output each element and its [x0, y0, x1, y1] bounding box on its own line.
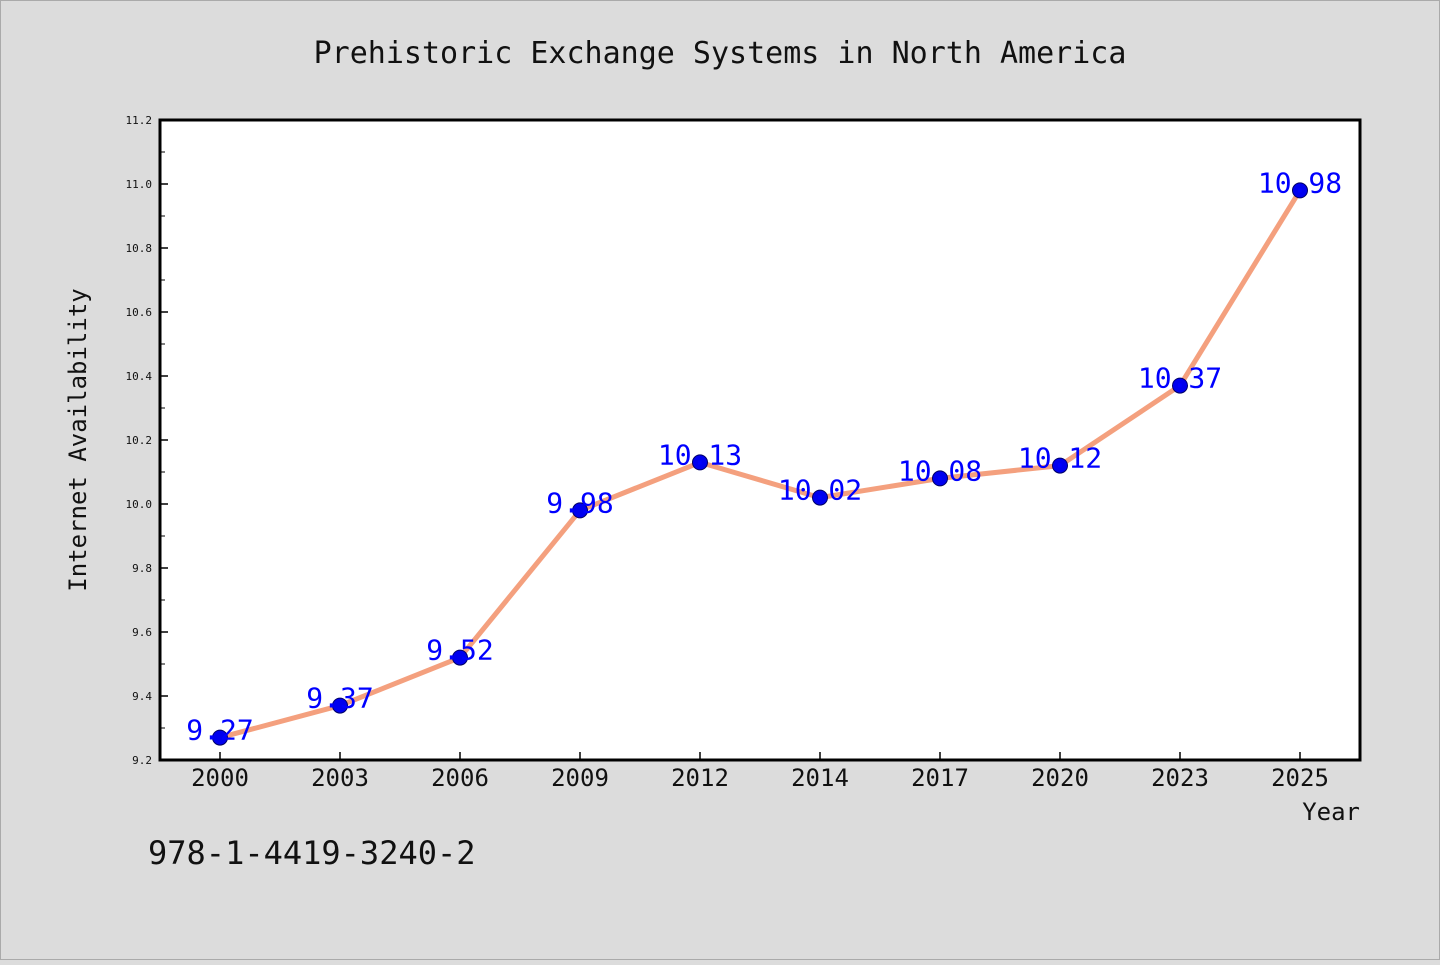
y-tick-label: 10.2 — [126, 434, 153, 447]
plot-frame — [158, 118, 1362, 762]
data-point — [452, 649, 468, 666]
x-axis-ticks: 2000 2003 2006 2009 2012 2014 2017 2020 2023 2025 — [191, 752, 1329, 792]
data-labels: 9.27 9.37 9.52 9.98 10.13 10.02 10.08 10.12 10.3… — [186, 166, 1342, 746]
y-tick-label: 9.2 — [132, 754, 152, 767]
data-points — [212, 182, 1308, 746]
series-line-group — [217, 187, 1303, 741]
x-tick-label: 2009 — [551, 764, 609, 792]
data-point — [1172, 377, 1188, 394]
data-label: 9.27 — [186, 714, 253, 747]
x-tick-label: 2014 — [791, 764, 849, 792]
y-tick-label: 9.4 — [132, 690, 152, 703]
x-tick-label: 2000 — [191, 764, 249, 792]
y-tick-label: 9.6 — [132, 626, 152, 639]
y-tick-label: 9.8 — [132, 562, 152, 575]
x-tick-label: 2012 — [671, 764, 729, 792]
data-label: 10.12 — [1018, 442, 1102, 475]
y-tick-label: 10.0 — [126, 498, 153, 511]
data-point — [1292, 182, 1308, 199]
data-point — [212, 729, 228, 746]
data-label: 9.52 — [426, 634, 493, 667]
data-label: 10.13 — [658, 438, 742, 471]
x-tick-label: 2020 — [1031, 764, 1089, 792]
x-tick-label: 2017 — [911, 764, 969, 792]
data-point — [692, 454, 708, 471]
y-tick-label: 11.0 — [126, 178, 153, 191]
x-tick-label: 2003 — [311, 764, 369, 792]
y-tick-label: 10.6 — [126, 306, 153, 319]
data-label: 10.37 — [1138, 362, 1222, 395]
isbn-annotation: 978-1-4419-3240-2 — [148, 834, 476, 872]
x-tick-label: 2023 — [1151, 764, 1209, 792]
data-point — [932, 470, 948, 487]
data-point — [812, 489, 828, 506]
x-tick-label: 2006 — [431, 764, 489, 792]
data-point — [1052, 457, 1068, 474]
chart-title: Prehistoric Exchange Systems in North Am… — [314, 36, 1127, 71]
y-tick-label: 11.2 — [126, 114, 153, 127]
y-tick-label: 10.4 — [126, 370, 153, 383]
data-label: 9.37 — [306, 682, 373, 715]
y-axis-label: Internet Availability — [64, 288, 92, 591]
data-label: 10.08 — [898, 454, 982, 487]
x-axis-label: Year — [1302, 798, 1360, 826]
data-point — [572, 502, 588, 519]
y-tick-label: 10.8 — [126, 242, 153, 255]
data-point — [332, 697, 348, 714]
x-tick-label: 2025 — [1271, 764, 1329, 792]
series-line — [217, 187, 1303, 741]
data-label: 10.02 — [778, 474, 862, 507]
data-label: 10.98 — [1258, 166, 1342, 199]
plot-area — [160, 120, 1360, 760]
data-label: 9.98 — [546, 486, 613, 519]
